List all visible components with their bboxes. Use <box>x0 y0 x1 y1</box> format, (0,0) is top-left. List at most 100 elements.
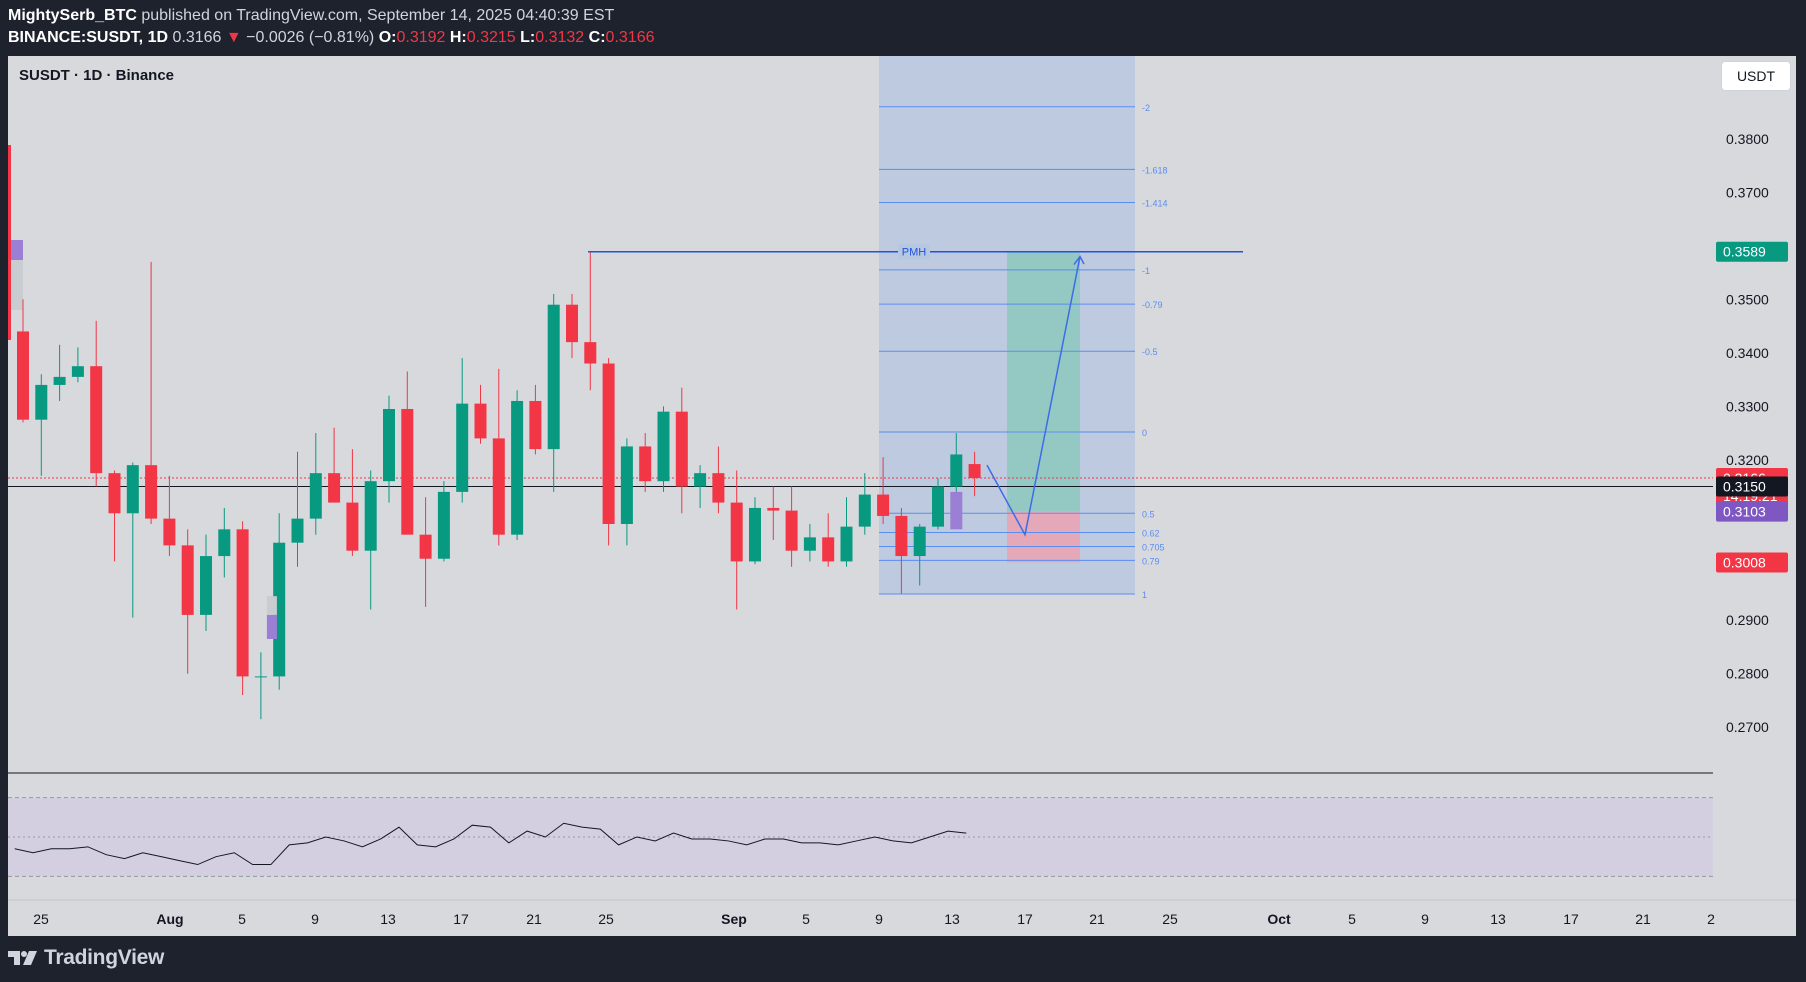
candle-body[interactable] <box>712 473 725 503</box>
author-name[interactable]: MightySerb_BTC <box>8 7 137 24</box>
open-value: 0.3192 <box>396 29 446 46</box>
brand-name: TradingView <box>44 946 165 969</box>
target-zone <box>1007 251 1080 512</box>
chart-symbol-title[interactable]: SUSDT · 1D · Binance <box>19 67 175 84</box>
candle-body[interactable] <box>254 676 267 678</box>
fib-level-label: -0.5 <box>1142 347 1158 357</box>
candle-body[interactable] <box>181 545 194 615</box>
time-tick-label: 9 <box>875 911 883 927</box>
price-tick-label: 0.3300 <box>1726 398 1769 414</box>
candle-body[interactable] <box>877 494 890 516</box>
time-tick-label: Aug <box>156 911 183 927</box>
high-value: 0.3215 <box>466 29 516 46</box>
time-tick-label: Sep <box>721 911 747 927</box>
price-tick-label: 0.3700 <box>1726 184 1769 200</box>
candle-body[interactable] <box>200 556 212 615</box>
footer-brand[interactable]: TradingView <box>8 945 164 971</box>
time-tick-label: 9 <box>311 911 319 927</box>
time-tick-label: 2 <box>1707 911 1715 927</box>
candle-body[interactable] <box>71 366 84 377</box>
candle-body[interactable] <box>346 502 359 551</box>
indicator-marker <box>266 614 277 639</box>
candle-body[interactable] <box>492 438 505 535</box>
price-label-value: 0.3103 <box>1723 504 1766 520</box>
candle-body[interactable] <box>218 529 231 557</box>
fib-level-label: -1.618 <box>1142 165 1168 175</box>
fib-level-label: 0 <box>1142 428 1147 438</box>
candle-body[interactable] <box>968 464 981 478</box>
candle-body[interactable] <box>273 542 286 677</box>
candle-body[interactable] <box>639 446 652 482</box>
candle-body[interactable] <box>566 304 578 343</box>
fib-level-label: 0.5 <box>1142 509 1155 519</box>
candle-body[interactable] <box>657 411 670 482</box>
price-label-value: 0.3589 <box>1723 244 1766 260</box>
candle-body[interactable] <box>529 400 542 450</box>
time-tick-label: 25 <box>1162 911 1178 927</box>
candle-body[interactable] <box>383 408 395 482</box>
candle-body[interactable] <box>749 507 761 562</box>
candle-body[interactable] <box>950 454 963 487</box>
candle-body[interactable] <box>858 494 871 527</box>
rsi-line[interactable] <box>14 822 967 866</box>
candle-body[interactable] <box>456 403 469 492</box>
candle-body[interactable] <box>913 526 926 557</box>
candle-body[interactable] <box>145 465 158 519</box>
price-tick-label: 0.3500 <box>1726 291 1769 307</box>
candle-body[interactable] <box>620 446 633 524</box>
candle-body[interactable] <box>17 331 29 420</box>
candle-body[interactable] <box>803 537 816 551</box>
candle-body[interactable] <box>309 473 322 519</box>
time-tick-label: 21 <box>526 911 542 927</box>
candle-body[interactable] <box>108 473 121 514</box>
price-tick-label: 0.3200 <box>1726 452 1769 468</box>
candle-body[interactable] <box>53 376 66 385</box>
candle-body[interactable] <box>401 408 414 535</box>
candle-body[interactable] <box>328 473 341 503</box>
currency-button[interactable]: USDT <box>1721 61 1791 91</box>
price-tick-label: 0.2900 <box>1726 612 1769 628</box>
price-tick-label: 0.2800 <box>1726 666 1769 682</box>
time-tick-label: Oct <box>1267 911 1291 927</box>
close-value: 0.3166 <box>605 29 655 46</box>
candle-body[interactable] <box>291 518 304 543</box>
candle-body[interactable] <box>840 526 853 562</box>
candle-body[interactable] <box>584 342 597 364</box>
candle-body[interactable] <box>602 363 615 524</box>
last-price: 0.3166 <box>172 29 222 46</box>
candle-body[interactable] <box>675 411 688 487</box>
fib-level-label: -1 <box>1142 266 1150 276</box>
candle-body[interactable] <box>35 384 48 420</box>
time-tick-label: 13 <box>380 911 396 927</box>
candle-body[interactable] <box>932 486 944 527</box>
indicator-marker <box>11 260 23 310</box>
candle-body[interactable] <box>785 510 798 551</box>
down-arrow-icon: ▼ <box>225 29 242 46</box>
candle-body[interactable] <box>767 507 780 511</box>
pmh-label-bg <box>898 243 930 260</box>
price-tick-label: 0.2700 <box>1726 719 1769 735</box>
candle-body[interactable] <box>126 465 139 514</box>
candle-body[interactable] <box>437 491 450 559</box>
candle-body[interactable] <box>163 518 176 546</box>
candle-body[interactable] <box>730 502 743 562</box>
candle-body[interactable] <box>547 304 560 450</box>
candle-body[interactable] <box>822 537 835 562</box>
candle-body[interactable] <box>90 366 103 474</box>
candle-body[interactable] <box>895 515 908 557</box>
candle-body[interactable] <box>694 473 707 487</box>
price-label-badge <box>1716 552 1788 573</box>
low-label: L: <box>520 29 536 46</box>
price-label-badge <box>1716 241 1788 262</box>
time-tick-label: 13 <box>1490 911 1506 927</box>
time-tick-label: 17 <box>1563 911 1579 927</box>
candle-body[interactable] <box>419 534 432 559</box>
fib-level-label: 0.79 <box>1142 556 1160 566</box>
candle-body[interactable] <box>511 400 524 535</box>
candle-body[interactable] <box>474 403 487 439</box>
time-tick-label: 17 <box>453 911 469 927</box>
projection-path[interactable] <box>986 256 1081 537</box>
candle-body[interactable] <box>364 481 377 551</box>
candle-body[interactable] <box>236 529 249 677</box>
